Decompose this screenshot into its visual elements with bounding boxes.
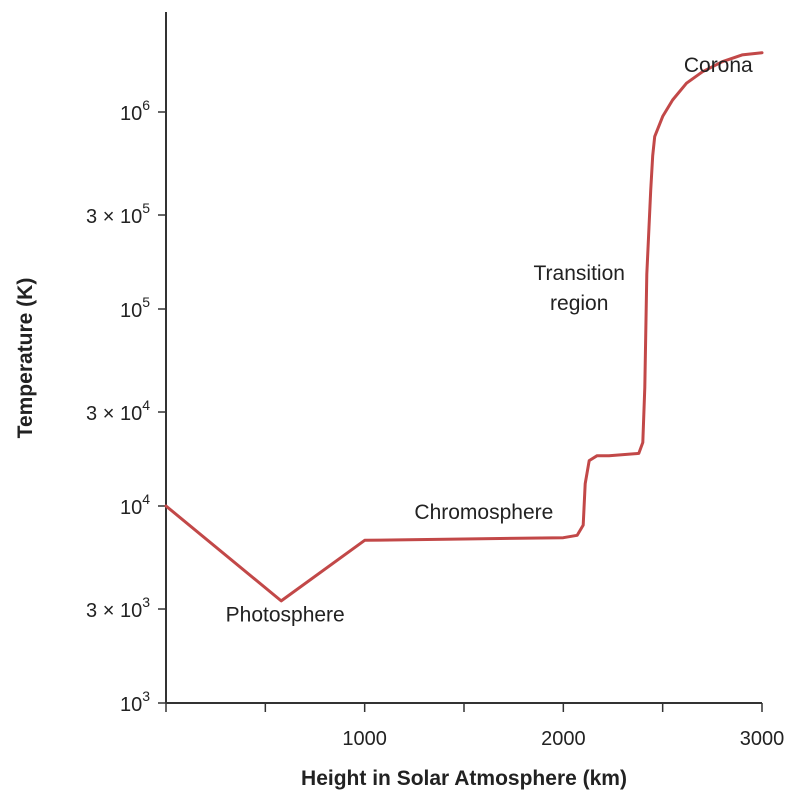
x-tick-label: 3000 xyxy=(740,728,785,750)
y-tick-label: 106 xyxy=(120,97,150,125)
region-annotations: Corona Transition region Chromosphere Photos… xyxy=(226,54,753,626)
y-tick-label: 3 × 105 xyxy=(86,200,150,228)
y-tick-label: 3 × 103 xyxy=(86,594,150,622)
y-axis-ticks: 103 3 × 103 104 3 × 104 105 3 × 105 106 xyxy=(86,97,166,716)
annotation-label: Transition region xyxy=(534,262,625,315)
y-tick-label: 103 xyxy=(120,688,150,716)
annotation-label: Photosphere xyxy=(226,603,345,626)
x-axis-ticks: 1000 2000 3000 xyxy=(165,703,785,750)
temperature-curve xyxy=(164,51,764,603)
annotation-label: Chromosphere xyxy=(414,501,553,524)
y-tick-label: 104 xyxy=(120,491,150,519)
y-axis-title: Temperature (K) xyxy=(14,278,37,439)
x-tick-label: 1000 xyxy=(342,728,387,750)
y-tick-label: 105 xyxy=(120,294,150,322)
x-tick-label: 2000 xyxy=(541,728,586,750)
y-tick-label: 3 × 104 xyxy=(86,397,150,425)
x-axis-title: Height in Solar Atmosphere (km) xyxy=(301,767,627,790)
annotation-label: Corona xyxy=(684,54,753,77)
